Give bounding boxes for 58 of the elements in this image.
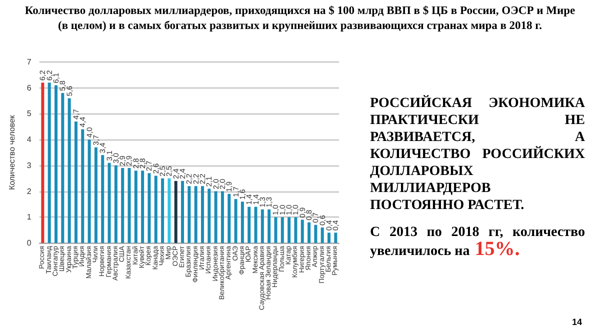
bar: [268, 209, 271, 243]
bar: [168, 178, 171, 243]
bar: [181, 180, 184, 243]
bar: [288, 217, 291, 243]
bar: [280, 217, 284, 243]
bar: [240, 202, 244, 243]
bar: [148, 173, 151, 243]
bar: [320, 227, 324, 243]
bar: [334, 232, 338, 243]
bar: [248, 206, 251, 243]
bar: [41, 82, 44, 243]
bar: [128, 168, 131, 243]
text: 14: [572, 317, 582, 327]
bar: [234, 199, 238, 243]
text: РОССИЙСКАЯ ЭКОНОМИКА ПРАКТИЧЕСКИ НЕ РАЗВИВАЕТСЯ, А КОЛИЧЕСТВО РОССИЙСКИХ ДОЛЛАРОВЫХ МИЛЛИАРДЕРОВ ПОСТОЯННО РАСТЕТ.: [370, 95, 585, 214]
bar: [114, 165, 118, 243]
y-tick-label: 2: [26, 186, 32, 196]
y-tick-label: 3: [26, 160, 32, 170]
bar: [214, 191, 218, 243]
bar: [81, 129, 84, 243]
y-tick-label: 0: [26, 238, 32, 248]
bar: [314, 224, 318, 243]
bar: [260, 209, 264, 243]
bar: [74, 121, 78, 243]
bar: [208, 188, 211, 243]
bar: [141, 170, 144, 243]
bar: [328, 232, 331, 243]
bar: [188, 186, 191, 243]
y-tick-label: 6: [26, 83, 32, 92]
y-tick-label: 1: [26, 212, 32, 222]
bar: [300, 220, 304, 243]
y-axis-title: Количество человек: [8, 114, 16, 190]
bar: [220, 191, 224, 243]
bar: [134, 170, 138, 243]
bar: [94, 147, 98, 243]
y-tick-label: 7: [26, 58, 32, 66]
text: 15%.: [474, 238, 520, 260]
bar: [200, 186, 204, 243]
bar: [254, 206, 258, 243]
bar: [108, 162, 111, 243]
bar: [48, 82, 51, 243]
y-tick-label: 4: [26, 135, 32, 144]
chart-title: Количество долларовых миллиардеров, приходящихся на $ 100 млрд ВВП в $ ЦБ в России, ОЭСР и Мире (в целом) и в самых богатых развитых и крупнейших развивающихся странах мира в 2018 г.: [24, 4, 576, 34]
bar: [54, 85, 58, 243]
bar: [194, 186, 198, 243]
bar: [161, 178, 164, 243]
bar: [68, 98, 71, 243]
bar: [174, 180, 178, 243]
bar: [88, 140, 91, 243]
bar: [308, 222, 311, 243]
bar: [294, 217, 298, 243]
bar: [61, 93, 64, 243]
bar: [228, 194, 231, 243]
bar: [121, 168, 124, 243]
bar: [154, 176, 158, 243]
bar: [101, 155, 104, 243]
y-tick-label: 5: [26, 109, 32, 118]
bar: [274, 217, 278, 243]
